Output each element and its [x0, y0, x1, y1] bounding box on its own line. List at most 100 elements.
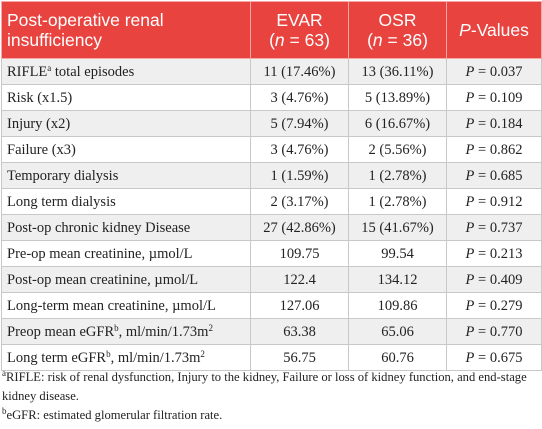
p-number: = 0.685	[474, 167, 523, 184]
table-row: Post-op mean creatinine, µmol/L 122.4 13…	[1, 266, 542, 293]
osr-value: 2 (5.56%)	[348, 136, 447, 163]
osr-value: 1 (2.78%)	[348, 188, 447, 215]
header-label: Post-operative renal insufficiency	[7, 10, 164, 50]
header-p-letter: P	[459, 20, 471, 40]
table-row: Injury (x2) 5 (7.94%) 6 (16.67%) P = 0.1…	[1, 110, 542, 137]
row-label: RIFLEa total episodes	[1, 58, 251, 85]
p-number: = 0.862	[474, 141, 523, 158]
row-label-text: RIFLE	[7, 63, 48, 80]
p-letter: P	[465, 89, 475, 106]
osr-value: 65.06	[348, 318, 447, 345]
osr-value: 60.76	[348, 344, 447, 371]
row-label: Post-op chronic kidney Disease	[1, 214, 251, 241]
header-label-cell: Post-operative renal insufficiency	[1, 1, 251, 59]
p-letter: P	[465, 63, 475, 80]
row-label: Long-term mean creatinine, µmol/L	[1, 292, 251, 319]
p-letter: P	[465, 349, 475, 366]
header-row: Post-operative renal insufficiency EVAR(…	[1, 1, 542, 59]
p-number: = 0.184	[474, 115, 523, 132]
row-label: Pre-op mean creatinine, µmol/L	[1, 240, 251, 267]
evar-value: 56.75	[250, 344, 349, 371]
footnote-marker: b	[106, 348, 111, 359]
footnote-b-text: eGFR: estimated glomerular filtration ra…	[6, 408, 223, 422]
footnote-a-text: RIFLE: risk of renal dysfunction, Injury…	[2, 370, 527, 403]
p-letter: P	[465, 245, 475, 262]
osr-value: 15 (41.67%)	[348, 214, 447, 241]
p-value: P = 0.685	[446, 162, 542, 189]
row-label: Injury (x2)	[1, 110, 251, 137]
row-label-text: Preop mean eGFR	[7, 323, 115, 340]
renal-insufficiency-table: Post-operative renal insufficiency EVAR(…	[1, 1, 542, 371]
p-number: = 0.037	[474, 63, 523, 80]
p-value: P = 0.037	[446, 58, 542, 85]
unit-superscript: 2	[200, 348, 205, 359]
p-number: = 0.675	[474, 349, 523, 366]
table-row: Post-op chronic kidney Disease 27 (42.86…	[1, 214, 542, 241]
row-label-rest: , ml/min/1.73m	[110, 349, 201, 366]
p-value: P = 0.737	[446, 214, 542, 241]
p-value: P = 0.675	[446, 344, 542, 371]
p-number: = 0.409	[474, 271, 523, 288]
row-label: Temporary dialysis	[1, 162, 251, 189]
header-osr-n-value: = 36)	[382, 30, 428, 50]
header-evar-n-value: = 63)	[284, 30, 330, 50]
p-letter: P	[465, 271, 475, 288]
p-letter: P	[465, 219, 475, 236]
p-number: = 0.279	[474, 297, 523, 314]
row-label: Preop mean eGFRb, ml/min/1.73m2	[1, 318, 251, 345]
footnote-b-marker: b	[2, 406, 7, 416]
row-label: Risk (x1.5)	[1, 84, 251, 111]
table-row: Pre-op mean creatinine, µmol/L 109.75 99…	[1, 240, 542, 267]
p-letter: P	[465, 115, 475, 132]
row-label: Post-op mean creatinine, µmol/L	[1, 266, 251, 293]
evar-value: 27 (42.86%)	[250, 214, 349, 241]
evar-value: 109.75	[250, 240, 349, 267]
table-row: Failure (x3) 3 (4.76%) 2 (5.56%) P = 0.8…	[1, 136, 542, 163]
footnote-a-marker: a	[2, 368, 6, 378]
p-number: = 0.770	[474, 323, 523, 340]
osr-value: 6 (16.67%)	[348, 110, 447, 137]
p-value: P = 0.912	[446, 188, 542, 215]
p-letter: P	[465, 297, 475, 314]
header-osr-n-var: n	[372, 30, 383, 50]
p-value: P = 0.770	[446, 318, 542, 345]
table-row: Preop mean eGFRb, ml/min/1.73m2 63.38 65…	[1, 318, 542, 345]
p-value: P = 0.409	[446, 266, 542, 293]
p-value: P = 0.184	[446, 110, 542, 137]
p-letter: P	[465, 141, 475, 158]
p-number: = 0.109	[474, 89, 523, 106]
p-value: P = 0.279	[446, 292, 542, 319]
evar-value: 122.4	[250, 266, 349, 293]
header-osr-n-prefix: (	[367, 30, 373, 50]
header-osr-cell: OSR (n = 36)	[348, 1, 447, 59]
p-number: = 0.912	[474, 193, 523, 210]
evar-value: 63.38	[250, 318, 349, 345]
osr-value: 1 (2.78%)	[348, 162, 447, 189]
header-evar-cell: EVAR (n = 63)	[250, 1, 349, 59]
osr-value: 99.54	[348, 240, 447, 267]
p-value: P = 0.109	[446, 84, 542, 111]
evar-value: 127.06	[250, 292, 349, 319]
header-p-cell: P-Values	[446, 1, 542, 59]
table-body: RIFLEa total episodes 11 (17.46%) 13 (36…	[1, 58, 542, 371]
evar-value: 3 (4.76%)	[250, 84, 349, 111]
p-letter: P	[465, 167, 475, 184]
row-label: Long term eGFRb, ml/min/1.73m2	[1, 344, 251, 371]
evar-value: 5 (7.94%)	[250, 110, 349, 137]
p-number: = 0.213	[474, 245, 523, 262]
table-footnotes: aRIFLE: risk of renal dysfunction, Injur…	[2, 368, 540, 425]
footnote-marker: b	[114, 322, 119, 333]
row-label-text: Long term eGFR	[7, 349, 107, 366]
osr-value: 134.12	[348, 266, 447, 293]
table-row: Long-term mean creatinine, µmol/L 127.06…	[1, 292, 542, 319]
table-row: Risk (x1.5) 3 (4.76%) 5 (13.89%) P = 0.1…	[1, 84, 542, 111]
footnote-marker: a	[47, 62, 52, 73]
table-header: Post-operative renal insufficiency EVAR(…	[1, 1, 542, 59]
unit-superscript: 2	[208, 322, 213, 333]
row-label-rest: total episodes	[51, 63, 135, 80]
table-row: Temporary dialysis 1 (1.59%) 1 (2.78%) P…	[1, 162, 542, 189]
row-label-rest: , ml/min/1.73m	[118, 323, 209, 340]
header-p-suffix: -Values	[470, 20, 529, 40]
table-row: Long term dialysis 2 (3.17%) 1 (2.78%) P…	[1, 188, 542, 215]
footnote-b: beGFR: estimated glomerular filtration r…	[2, 406, 540, 425]
